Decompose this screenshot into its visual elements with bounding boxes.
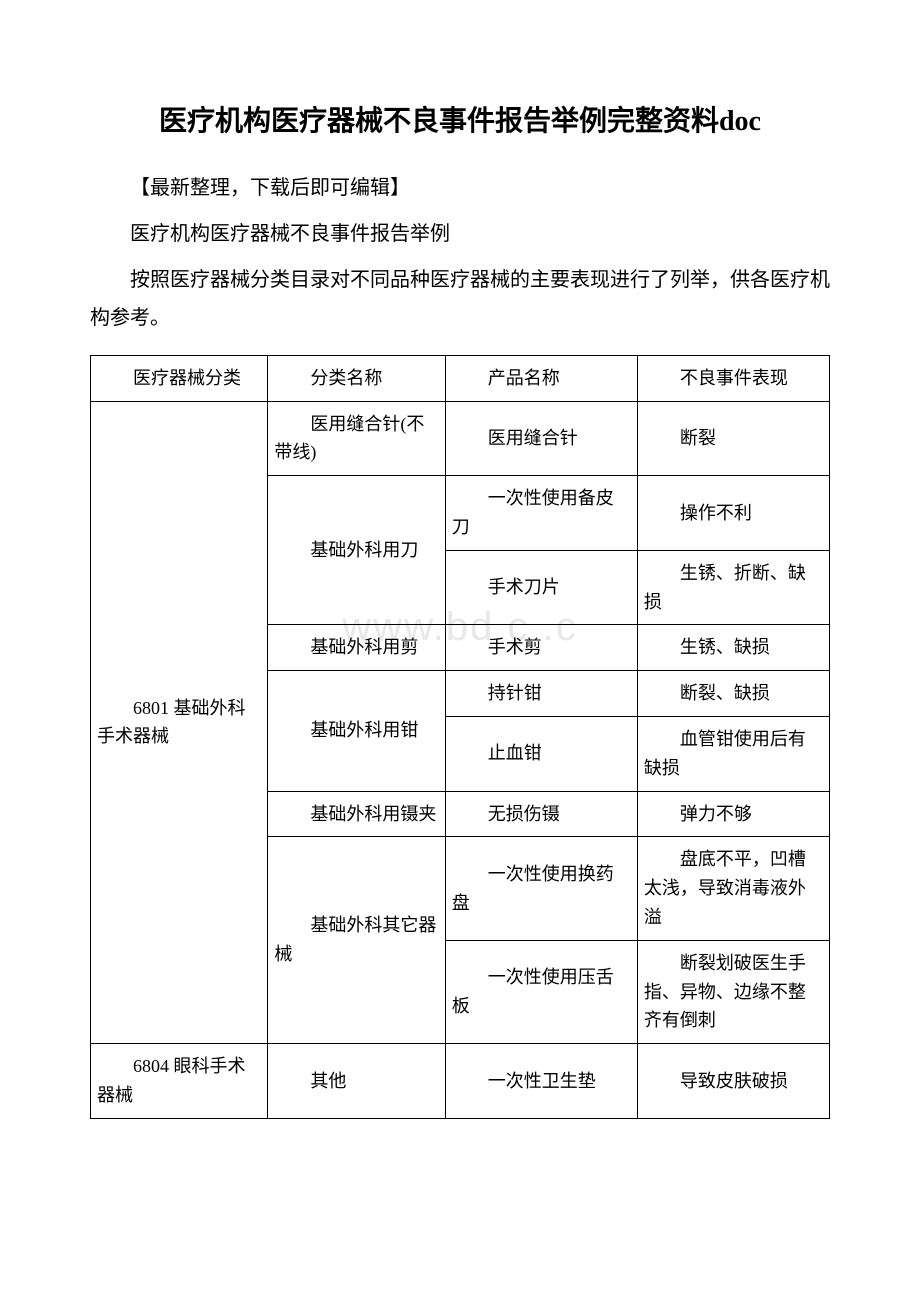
cell-subcategory: 医用缝合针(不带线) [268,401,445,476]
cell-subcategory: 基础外科用镊夹 [268,791,445,837]
cell-subcategory: 基础外科其它器械 [268,837,445,1044]
cell-subcategory: 基础外科用钳 [268,671,445,791]
header-subcategory: 分类名称 [268,355,445,401]
cell-category: 6804 眼科手术器械 [91,1044,268,1119]
adverse-events-table: 医疗器械分类 分类名称 产品名称 不良事件表现 6801 基础外科手术器械 医用… [90,355,830,1119]
paragraph-intro: 按照医疗器械分类目录对不同品种医疗器械的主要表现进行了列举，供各医疗机构参考。 [90,261,830,337]
document-title: 医疗机构医疗器械不良事件报告举例完整资料doc [90,100,830,145]
cell-product: 医用缝合针 [445,401,637,476]
cell-product: 一次性使用压舌板 [445,940,637,1043]
cell-event: 血管钳使用后有缺损 [637,716,829,791]
cell-event: 盘底不平，凹槽太浅，导致消毒液外溢 [637,837,829,940]
cell-event: 弹力不够 [637,791,829,837]
cell-event: 导致皮肤破损 [637,1044,829,1119]
header-event: 不良事件表现 [637,355,829,401]
cell-subcategory: 其他 [268,1044,445,1119]
cell-event: 断裂、缺损 [637,671,829,717]
cell-event: 生锈、折断、缺损 [637,550,829,625]
table-row: 6804 眼科手术器械 其他 一次性卫生垫 导致皮肤破损 [91,1044,830,1119]
cell-product: 一次性使用换药盘 [445,837,637,940]
cell-event: 操作不利 [637,476,829,551]
paragraph-subtitle: 医疗机构医疗器械不良事件报告举例 [90,215,830,253]
header-product: 产品名称 [445,355,637,401]
cell-product: 止血钳 [445,716,637,791]
table-row: 6801 基础外科手术器械 医用缝合针(不带线) 医用缝合针 断裂 [91,401,830,476]
cell-product: 手术刀片 [445,550,637,625]
table-header-row: 医疗器械分类 分类名称 产品名称 不良事件表现 [91,355,830,401]
cell-product: 无损伤镊 [445,791,637,837]
cell-subcategory: 基础外科用剪 [268,625,445,671]
cell-product: 手术剪 [445,625,637,671]
cell-product: 一次性使用备皮刀 [445,476,637,551]
cell-category: 6801 基础外科手术器械 [91,401,268,1044]
cell-event: 生锈、缺损 [637,625,829,671]
cell-product: 一次性卫生垫 [445,1044,637,1119]
cell-product: 持针钳 [445,671,637,717]
paragraph-note: 【最新整理，下载后即可编辑】 [90,169,830,207]
cell-event: 断裂划破医生手指、异物、边缘不整齐有倒刺 [637,940,829,1043]
cell-event: 断裂 [637,401,829,476]
header-category: 医疗器械分类 [91,355,268,401]
cell-subcategory: 基础外科用刀 [268,476,445,625]
